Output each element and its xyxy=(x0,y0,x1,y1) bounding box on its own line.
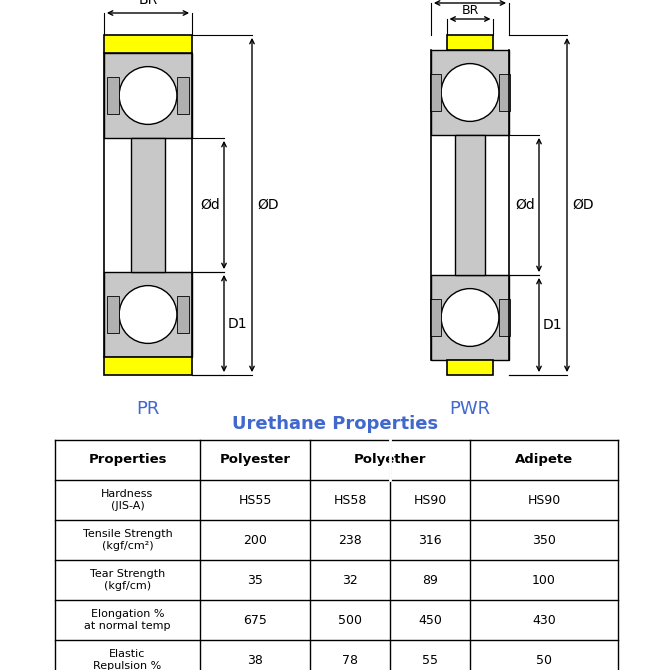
Bar xyxy=(430,74,441,111)
Bar xyxy=(104,357,192,375)
Text: 50: 50 xyxy=(536,653,552,667)
Text: 200: 200 xyxy=(243,533,267,547)
Text: 38: 38 xyxy=(247,653,263,667)
Bar xyxy=(431,275,509,360)
Text: Hardness
(JIS-A): Hardness (JIS-A) xyxy=(101,489,153,511)
Bar xyxy=(107,295,119,333)
Text: Urethane Properties: Urethane Properties xyxy=(232,415,438,433)
Text: 35: 35 xyxy=(247,574,263,586)
Text: 78: 78 xyxy=(342,653,358,667)
Text: HS55: HS55 xyxy=(239,494,272,507)
Bar xyxy=(107,77,119,115)
Bar xyxy=(447,360,493,375)
Text: PR: PR xyxy=(136,400,159,418)
Text: 89: 89 xyxy=(422,574,438,586)
Text: D1: D1 xyxy=(228,316,248,330)
Bar xyxy=(177,77,189,115)
Bar xyxy=(499,299,510,336)
Text: 350: 350 xyxy=(532,533,556,547)
Text: Tear Strength
(kgf/cm): Tear Strength (kgf/cm) xyxy=(90,570,165,591)
Circle shape xyxy=(119,66,177,125)
Circle shape xyxy=(441,289,499,346)
Text: 316: 316 xyxy=(418,533,442,547)
Bar xyxy=(104,272,192,357)
Bar xyxy=(131,138,165,272)
Text: HS58: HS58 xyxy=(333,494,366,507)
Bar xyxy=(447,35,493,50)
Text: HS90: HS90 xyxy=(413,494,447,507)
Text: 450: 450 xyxy=(418,614,442,626)
Circle shape xyxy=(441,64,499,121)
Bar xyxy=(431,50,509,135)
Text: Polyester: Polyester xyxy=(220,454,291,466)
Text: Elongation %
at normal temp: Elongation % at normal temp xyxy=(84,609,171,630)
Circle shape xyxy=(119,285,177,344)
Text: Ød: Ød xyxy=(200,198,220,212)
Text: BR: BR xyxy=(462,4,478,17)
Text: Polyether: Polyether xyxy=(354,454,426,466)
Bar xyxy=(104,35,192,53)
Bar xyxy=(499,74,510,111)
Text: Properties: Properties xyxy=(88,454,167,466)
Bar xyxy=(430,299,441,336)
Text: BR: BR xyxy=(139,0,157,7)
Text: D1: D1 xyxy=(543,318,563,332)
Text: 55: 55 xyxy=(422,653,438,667)
Bar xyxy=(455,135,485,275)
Text: ØD: ØD xyxy=(572,198,594,212)
Text: 100: 100 xyxy=(532,574,556,586)
Text: Elastic
Repulsion %: Elastic Repulsion % xyxy=(93,649,161,670)
Text: 675: 675 xyxy=(243,614,267,626)
Text: 238: 238 xyxy=(338,533,362,547)
Text: Adipete: Adipete xyxy=(515,454,573,466)
Text: Ød: Ød xyxy=(515,198,535,212)
Text: Tensile Strength
(kgf/cm²): Tensile Strength (kgf/cm²) xyxy=(82,529,172,551)
Bar xyxy=(104,53,192,138)
Text: PWR: PWR xyxy=(450,400,490,418)
Text: 430: 430 xyxy=(532,614,556,626)
Text: ØD: ØD xyxy=(257,198,279,212)
Text: 32: 32 xyxy=(342,574,358,586)
Text: HS90: HS90 xyxy=(527,494,561,507)
Bar xyxy=(177,295,189,333)
Text: 500: 500 xyxy=(338,614,362,626)
